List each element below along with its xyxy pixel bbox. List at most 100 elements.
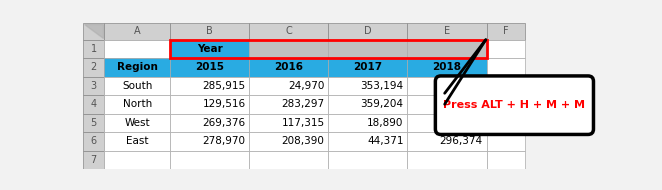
Bar <box>105 169 170 180</box>
Bar <box>328 95 408 114</box>
Bar <box>105 95 170 114</box>
Text: A: A <box>134 26 141 36</box>
Bar <box>170 114 250 132</box>
Bar <box>328 114 408 132</box>
Bar <box>250 95 328 114</box>
Text: F: F <box>503 26 508 36</box>
Bar <box>83 23 105 40</box>
Text: 285,915: 285,915 <box>203 81 246 91</box>
Bar <box>170 151 250 169</box>
Text: C: C <box>285 26 293 36</box>
Text: 261,275: 261,275 <box>440 118 483 128</box>
Bar <box>83 132 105 151</box>
Bar <box>328 40 408 58</box>
Text: 18,890: 18,890 <box>367 118 404 128</box>
Bar <box>250 58 328 77</box>
Text: 208,390: 208,390 <box>281 136 324 146</box>
Bar <box>408 58 487 77</box>
Bar <box>170 40 487 58</box>
Bar <box>250 114 328 132</box>
Text: E: E <box>444 26 450 36</box>
Bar <box>170 40 250 58</box>
Bar <box>328 169 408 180</box>
Bar <box>170 132 250 151</box>
Bar <box>487 151 525 169</box>
Bar <box>408 132 487 151</box>
Polygon shape <box>84 24 103 38</box>
Bar <box>408 114 487 132</box>
Bar <box>170 58 250 77</box>
Text: 3: 3 <box>91 81 97 91</box>
Bar <box>408 169 487 180</box>
Text: 278,970: 278,970 <box>203 136 246 146</box>
Text: 301,782: 301,782 <box>440 81 483 91</box>
Bar <box>83 95 105 114</box>
Text: D: D <box>364 26 372 36</box>
Bar <box>170 77 250 95</box>
Text: Region: Region <box>117 63 158 72</box>
Text: West: West <box>124 118 150 128</box>
Text: South: South <box>122 81 152 91</box>
Bar <box>408 40 487 58</box>
Bar <box>328 132 408 151</box>
Text: B: B <box>207 26 213 36</box>
Text: Press ALT + H + M + M: Press ALT + H + M + M <box>444 100 585 110</box>
Bar <box>328 58 408 77</box>
Bar <box>328 151 408 169</box>
Text: 2015: 2015 <box>195 63 224 72</box>
Bar <box>328 77 408 95</box>
Text: 4: 4 <box>91 99 97 109</box>
Text: 24,970: 24,970 <box>288 81 324 91</box>
Text: 359,204: 359,204 <box>361 99 404 109</box>
Text: 2018: 2018 <box>432 63 461 72</box>
Bar <box>105 114 170 132</box>
Bar <box>105 40 170 58</box>
Text: 129,516: 129,516 <box>203 99 246 109</box>
Text: 117,315: 117,315 <box>281 118 324 128</box>
Text: Year: Year <box>197 44 222 54</box>
Text: East: East <box>126 136 149 146</box>
Text: 44,371: 44,371 <box>367 136 404 146</box>
Bar <box>83 58 105 77</box>
Bar <box>105 77 170 95</box>
Text: 296,374: 296,374 <box>440 136 483 146</box>
Text: 7: 7 <box>91 155 97 165</box>
Bar <box>408 95 487 114</box>
Bar <box>487 40 525 58</box>
Bar <box>487 77 525 95</box>
Bar <box>250 40 328 58</box>
Bar <box>487 169 525 180</box>
Text: 2016: 2016 <box>275 63 303 72</box>
Text: 1: 1 <box>91 44 97 54</box>
Bar <box>487 58 525 77</box>
Bar <box>170 169 250 180</box>
Bar <box>328 23 408 40</box>
FancyBboxPatch shape <box>436 76 593 135</box>
Bar <box>83 40 105 58</box>
Bar <box>487 23 525 40</box>
Bar <box>487 95 525 114</box>
Bar <box>408 151 487 169</box>
Text: 269,376: 269,376 <box>203 118 246 128</box>
Bar <box>408 23 487 40</box>
Text: 5: 5 <box>91 118 97 128</box>
Bar <box>83 169 105 180</box>
Bar <box>487 114 525 132</box>
Bar <box>105 151 170 169</box>
Text: 350,975: 350,975 <box>440 99 483 109</box>
Bar <box>105 23 170 40</box>
Bar <box>250 77 328 95</box>
Bar <box>250 23 328 40</box>
Bar <box>83 151 105 169</box>
Text: 283,297: 283,297 <box>281 99 324 109</box>
Bar <box>408 77 487 95</box>
Bar <box>250 132 328 151</box>
Bar <box>250 169 328 180</box>
Bar <box>105 58 170 77</box>
Text: 2017: 2017 <box>354 63 383 72</box>
Text: 2: 2 <box>91 63 97 72</box>
Bar <box>105 132 170 151</box>
Bar <box>83 114 105 132</box>
Text: North: North <box>122 99 152 109</box>
Bar <box>170 23 250 40</box>
